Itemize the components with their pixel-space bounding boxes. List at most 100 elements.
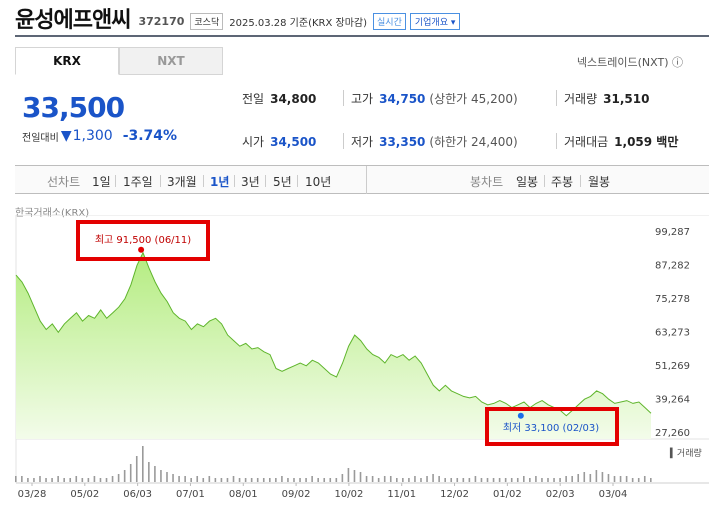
volume-bar: [504, 478, 507, 482]
volume-bar: [589, 474, 592, 482]
lower-limit: (하한가 24,400): [429, 135, 518, 149]
volume-bar: [613, 476, 616, 482]
header-divider: [15, 35, 709, 37]
volume-bar: [208, 476, 211, 482]
volume-bar: [244, 478, 247, 482]
volume-bar: [21, 476, 23, 482]
period-3y[interactable]: 3년: [241, 175, 260, 189]
stat-prev: 전일 34,800: [242, 90, 316, 107]
high-point-marker: [138, 246, 145, 253]
volume-bar: [238, 478, 241, 482]
volume-bar: [420, 478, 422, 482]
volume-bar: [480, 478, 483, 482]
period-divider: [160, 175, 161, 187]
volume-bar: [619, 476, 622, 482]
price-change: 전일대비 ▼ 1,300 -3.74%: [22, 128, 177, 144]
volume-bar: [389, 476, 392, 482]
volume-bar: [178, 476, 180, 482]
volume-bar: [607, 474, 610, 482]
y-tick-label: 51,269: [655, 361, 690, 372]
volume-bar: [45, 478, 47, 482]
period-divider: [115, 175, 116, 187]
volume-bar: [335, 478, 338, 482]
volume-bar: [650, 478, 652, 482]
candle-weekly[interactable]: 주봉: [551, 175, 574, 189]
period-divider: [234, 175, 235, 187]
chart-source: 한국거래소(KRX): [15, 208, 90, 219]
upper-limit: (상한가 45,200): [429, 92, 518, 106]
x-tick-label: 11/01: [387, 489, 416, 500]
high-value: 34,750: [379, 91, 426, 106]
volume-bar: [57, 476, 59, 482]
y-axis-ticks: 99,287 87,282 75,278 63,273 51,269 39,264 27,2…: [655, 227, 690, 439]
volume-bar: [299, 478, 301, 482]
volume-bar: [444, 478, 446, 482]
volume-bar: [250, 478, 253, 482]
volume-bar: [111, 476, 114, 482]
volume-bar: [87, 478, 90, 482]
period-section-divider: [366, 166, 367, 194]
volume-bar: [39, 476, 41, 482]
x-tick-label: 02/03: [546, 489, 575, 500]
chart-annotations: 최고 91,500 (06/11) 최저 33,100 (02/03): [76, 220, 619, 446]
current-price: 33,500: [22, 91, 125, 124]
volume-bar: [396, 478, 398, 482]
price-chart[interactable]: 99,287 87,282 75,278 63,273 51,269 39,264 27,2…: [0, 215, 709, 514]
volume-bar: [535, 476, 537, 482]
period-10y[interactable]: 10년: [305, 175, 332, 189]
volume-bar: [281, 476, 283, 482]
volume-bar: [184, 476, 186, 482]
volume-bar: [462, 478, 465, 482]
volume-bar: [262, 478, 265, 482]
volume-value: 31,510: [603, 91, 650, 106]
period-1d[interactable]: 1일: [92, 175, 111, 189]
volume-bar: [571, 476, 573, 482]
volume-bar: [33, 478, 35, 482]
period-5y[interactable]: 5년: [273, 175, 292, 189]
stat-divider: [556, 90, 557, 106]
volume-bar: [516, 478, 519, 482]
tab-krx[interactable]: KRX: [15, 47, 119, 75]
volume-axis-label: ▍거래량: [670, 449, 702, 459]
period-divider: [203, 175, 204, 187]
volume-bar: [123, 470, 126, 482]
period-3m[interactable]: 3개월: [167, 175, 197, 189]
volume-bar: [323, 478, 326, 482]
tab-nxt[interactable]: NXT: [119, 47, 223, 75]
y-tick-label: 75,278: [655, 294, 690, 305]
corp-overview-dropdown[interactable]: 기업개요 ▾: [409, 12, 461, 30]
change-label: 전일대비: [22, 132, 59, 144]
low-value: 33,350: [379, 134, 426, 149]
realtime-button[interactable]: 실시간: [373, 12, 406, 30]
period-1y[interactable]: 1년: [210, 175, 230, 189]
volume-bar: [293, 478, 295, 482]
volume-bar: [601, 472, 604, 482]
line-chart-label: 선차트: [47, 175, 81, 189]
period-1w[interactable]: 1주일: [123, 175, 153, 189]
volume-bar: [377, 478, 380, 482]
volume-bar: [468, 478, 471, 482]
volume-bar: [226, 478, 229, 482]
volume-bar: [196, 476, 199, 482]
x-tick-label: 10/02: [334, 489, 363, 500]
candle-monthly[interactable]: 월봉: [588, 175, 611, 189]
open-value: 34,500: [270, 134, 317, 149]
volume-bar: [27, 478, 29, 482]
stat-open: 시가 34,500: [242, 133, 316, 150]
volume-axis-text: 거래량: [676, 449, 702, 459]
volume-bar: [341, 474, 344, 482]
volume-bar: [148, 462, 150, 482]
high-annotation: 최고 91,500 (06/11): [95, 234, 191, 246]
candle-daily[interactable]: 일봉: [516, 175, 539, 189]
stock-code: 372170: [138, 14, 185, 28]
volume-bar: [15, 476, 17, 482]
stat-divider: [556, 133, 557, 149]
volume-bar: [408, 478, 410, 482]
stat-high: 고가 34,750 (상한가 45,200): [351, 90, 518, 107]
volume-bar: [135, 456, 138, 482]
nextrade-info-link[interactable]: 넥스트레이드(NXT) ⓘ: [576, 56, 683, 69]
low-annotation: 최저 33,100 (02/03): [503, 422, 599, 434]
y-tick-label: 99,287: [655, 227, 690, 238]
volume-bar: [160, 470, 162, 482]
period-divider: [580, 175, 581, 187]
